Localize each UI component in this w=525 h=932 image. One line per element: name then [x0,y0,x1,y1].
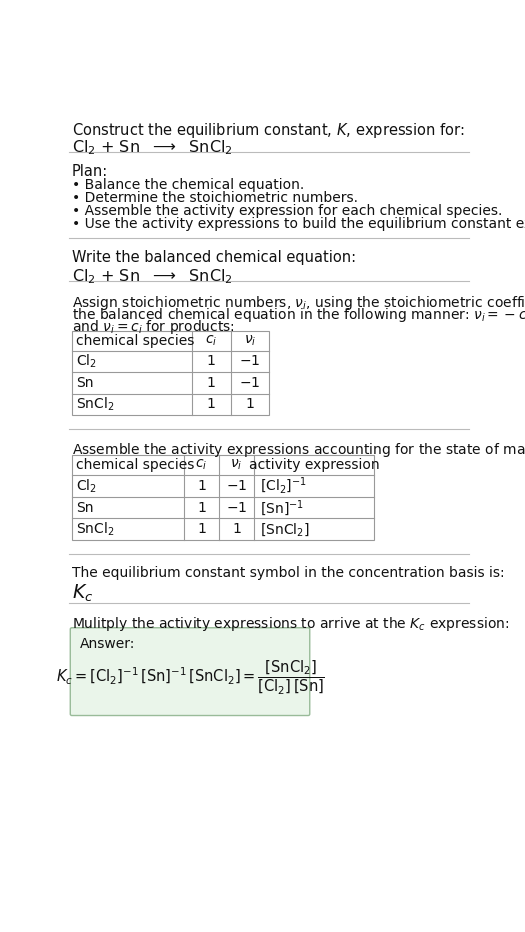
Text: Sn: Sn [77,500,94,514]
Text: $\nu_i$: $\nu_i$ [244,334,256,348]
Text: $[\mathrm{Cl_2}]^{-1}$: $[\mathrm{Cl_2}]^{-1}$ [260,476,307,496]
Text: the balanced chemical equation in the following manner: $\nu_i = -c_i$ for react: the balanced chemical equation in the fo… [72,306,525,324]
Text: $\mathrm{Cl_2}$: $\mathrm{Cl_2}$ [77,477,97,495]
Text: $[\mathrm{SnCl_2}]$: $[\mathrm{SnCl_2}]$ [260,521,310,538]
FancyBboxPatch shape [70,628,310,716]
Text: Construct the equilibrium constant, $K$, expression for:: Construct the equilibrium constant, $K$,… [72,121,465,140]
Text: Assign stoichiometric numbers, $\nu_i$, using the stoichiometric coefficients, $: Assign stoichiometric numbers, $\nu_i$, … [72,294,525,311]
Text: • Balance the chemical equation.: • Balance the chemical equation. [72,178,304,192]
Text: $\mathrm{SnCl_2}$: $\mathrm{SnCl_2}$ [77,520,115,538]
Text: Write the balanced chemical equation:: Write the balanced chemical equation: [72,251,356,266]
Text: Plan:: Plan: [72,164,108,179]
Bar [72,331,269,416]
Text: $-1$: $-1$ [239,354,261,368]
Text: chemical species: chemical species [77,459,195,473]
Text: $[\mathrm{Sn}]^{-1}$: $[\mathrm{Sn}]^{-1}$ [260,498,304,517]
Text: activity expression: activity expression [249,459,380,473]
Text: • Use the activity expressions to build the equilibrium constant expression.: • Use the activity expressions to build … [72,217,525,231]
Text: 1: 1 [207,354,216,368]
Text: $-1$: $-1$ [226,479,247,493]
Text: $\mathrm{SnCl_2}$: $\mathrm{SnCl_2}$ [77,396,115,413]
Text: $c_i$: $c_i$ [205,334,217,348]
Text: $\mathrm{Cl_2}$ + Sn  $\longrightarrow$  $\mathrm{SnCl_2}$: $\mathrm{Cl_2}$ + Sn $\longrightarrow$ $… [72,267,233,286]
Text: $c_i$: $c_i$ [195,458,208,473]
Text: $\mathrm{Cl_2}$ + Sn  $\longrightarrow$  $\mathrm{SnCl_2}$: $\mathrm{Cl_2}$ + Sn $\longrightarrow$ $… [72,138,233,157]
Text: 1: 1 [232,522,241,536]
Text: 1: 1 [197,522,206,536]
Text: 1: 1 [197,500,206,514]
Bar [72,455,374,540]
Text: Mulitply the activity expressions to arrive at the $K_c$ expression:: Mulitply the activity expressions to arr… [72,615,509,634]
Text: $K_c = [\mathrm{Cl_2}]^{-1}\,[\mathrm{Sn}]^{-1}\,[\mathrm{SnCl_2}] = \dfrac{[\ma: $K_c = [\mathrm{Cl_2}]^{-1}\,[\mathrm{Sn… [56,658,324,696]
Text: • Assemble the activity expression for each chemical species.: • Assemble the activity expression for e… [72,204,502,218]
Text: Assemble the activity expressions accounting for the state of matter and $\nu_i$: Assemble the activity expressions accoun… [72,442,525,459]
Text: $-1$: $-1$ [239,376,261,390]
Text: The equilibrium constant symbol in the concentration basis is:: The equilibrium constant symbol in the c… [72,566,505,580]
Text: 1: 1 [197,479,206,493]
Text: • Determine the stoichiometric numbers.: • Determine the stoichiometric numbers. [72,191,358,205]
Text: Answer:: Answer: [80,637,135,651]
Text: chemical species: chemical species [77,334,195,348]
Text: Sn: Sn [77,376,94,390]
Text: $-1$: $-1$ [226,500,247,514]
Text: 1: 1 [207,376,216,390]
Text: 1: 1 [207,397,216,411]
Text: and $\nu_i = c_i$ for products:: and $\nu_i = c_i$ for products: [72,318,235,336]
Text: $\nu_i$: $\nu_i$ [230,458,243,473]
Text: $K_c$: $K_c$ [72,583,93,604]
Text: $\mathrm{Cl_2}$: $\mathrm{Cl_2}$ [77,352,97,370]
Text: 1: 1 [246,397,255,411]
